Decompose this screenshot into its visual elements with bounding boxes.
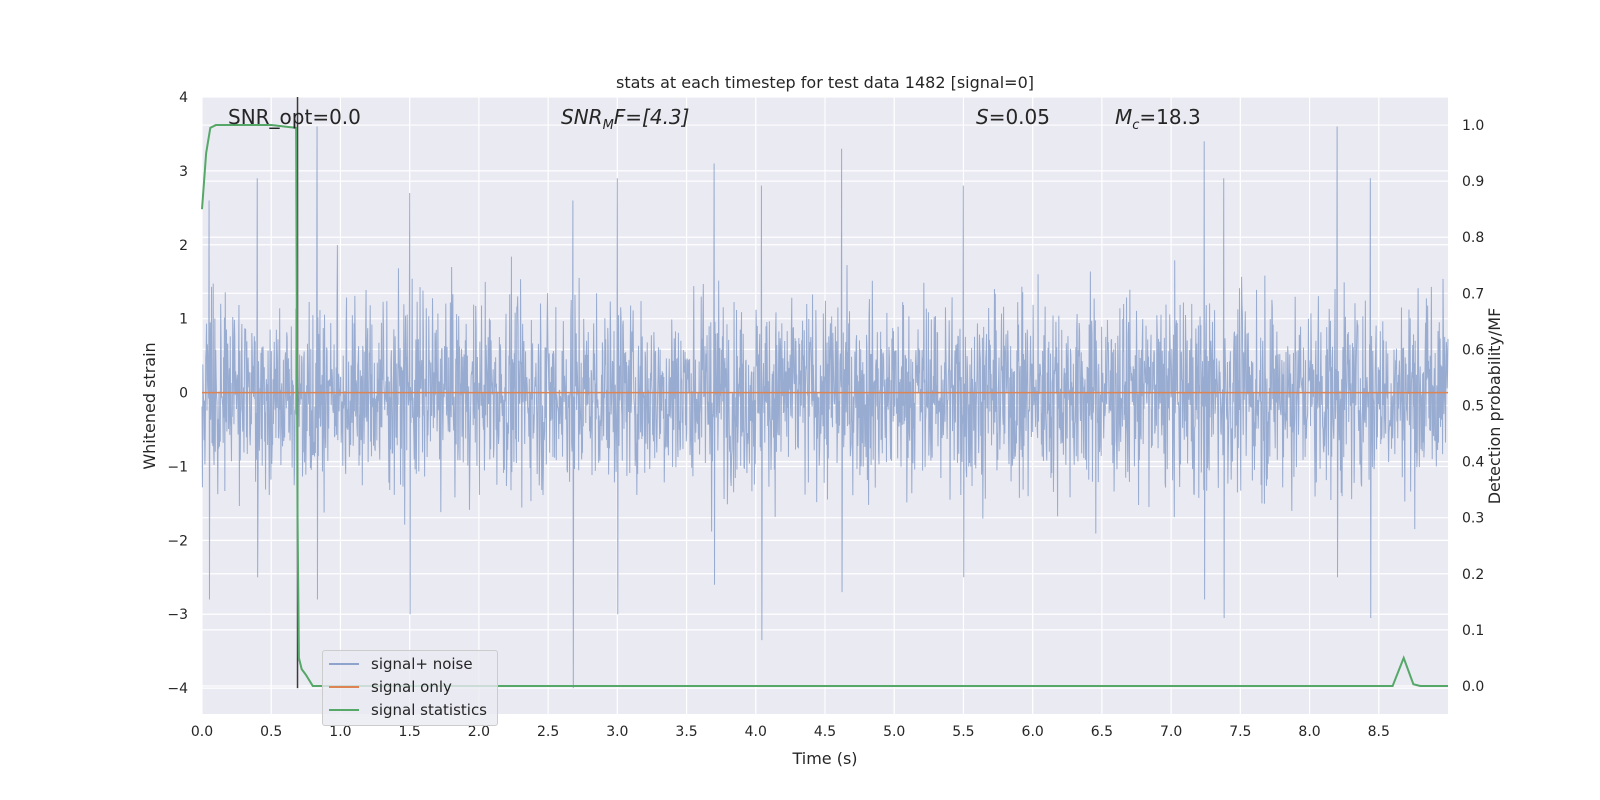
x-tick-label: 6.5 [1091,724,1113,740]
x-tick-label: 4.5 [814,724,836,740]
x-tick-label: 5.0 [883,724,905,740]
y-tick-label-left: −3 [167,607,188,623]
x-tick-label: 7.0 [1160,724,1182,740]
legend-label-signal-noise: signal+ noise [371,655,473,673]
x-tick-label: 8.0 [1298,724,1320,740]
y-tick-label-left: 2 [179,238,188,254]
x-tick-label: 0.0 [191,724,213,740]
y-axis-label-right: Detection probability/MF [1485,308,1504,505]
x-tick-label: 1.5 [399,724,421,740]
y-tick-label-right: 0.1 [1462,623,1484,639]
annotation-s: S=0.05 [976,105,1050,129]
x-tick-label: 6.0 [1022,724,1044,740]
x-tick-label: 7.5 [1229,724,1251,740]
y-tick-label-right: 0.7 [1462,286,1484,302]
y-axis-label-left: Whitened strain [140,342,159,469]
y-tick-label-right: 0.8 [1462,230,1484,246]
x-tick-label: 1.0 [329,724,351,740]
y-tick-label-left: 0 [179,386,188,402]
legend-swatch-signal-noise [329,663,359,665]
chart-title: stats at each timestep for test data 148… [616,73,1034,92]
y-tick-label-right: 0.2 [1462,567,1484,583]
signal-noise-trace [201,126,1449,689]
x-tick-label: 2.0 [468,724,490,740]
y-tick-label-left: −1 [167,459,188,475]
y-tick-label-right: 0.5 [1462,399,1484,415]
legend-label-signal-statistics: signal statistics [371,701,488,719]
annotation-mc: Mc=18.3 [1115,105,1201,133]
x-tick-label: 5.5 [952,724,974,740]
legend-swatch-signal-only [329,686,359,688]
y-tick-label-left: 4 [179,90,188,106]
y-tick-label-right: 0.3 [1462,511,1484,527]
legend-item-signal-only: signal only [329,677,452,697]
series-signal-noise [201,126,1449,689]
y-tick-label-right: 0.0 [1462,679,1484,695]
x-tick-label: 2.5 [537,724,559,740]
y-tick-label-right: 1.0 [1462,118,1484,134]
legend-item-signal-statistics: signal statistics [329,700,487,720]
legend-label-signal-only: signal only [371,678,452,696]
annotation-snr-opt: SNR_opt=0.0 [228,105,361,129]
x-tick-label: 8.5 [1368,724,1390,740]
x-tick-label: 3.0 [606,724,628,740]
ticks: 0.0 0.5 1.0 1.5 2.0 2.5 3.0 3.5 4.0 4.5 5.0 5.5 6.0 6… [167,90,1484,740]
legend: signal+ noise signal only signal statist… [322,650,498,726]
x-tick-label: 0.5 [260,724,282,740]
y-tick-label-right: 0.4 [1462,455,1484,471]
x-tick-label: 3.5 [675,724,697,740]
annotation-snr-mf: SNRMF=[4.3] [561,105,689,133]
legend-swatch-signal-statistics [329,709,359,711]
y-tick-label-right: 0.9 [1462,174,1484,190]
x-axis-label: Time (s) [791,749,857,768]
y-tick-label-right: 0.6 [1462,342,1484,358]
y-tick-label-left: 1 [179,312,188,328]
y-tick-label-left: −4 [167,681,188,697]
y-tick-label-left: 3 [179,164,188,180]
y-tick-label-left: −2 [167,533,188,549]
legend-item-signal-noise: signal+ noise [329,654,473,674]
x-tick-label: 4.0 [745,724,767,740]
series-signal-statistics [201,124,1448,687]
